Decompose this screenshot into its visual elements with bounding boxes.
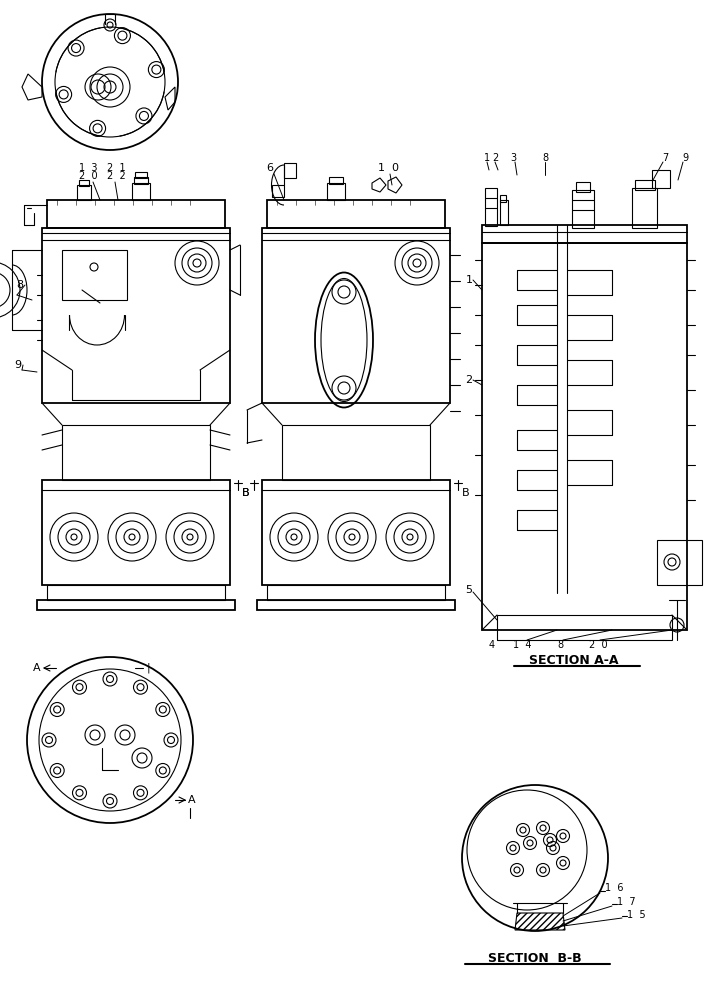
Bar xyxy=(79,180,89,186)
Bar xyxy=(652,170,670,188)
Text: A: A xyxy=(33,663,41,673)
Bar xyxy=(329,177,343,184)
Bar xyxy=(135,172,147,178)
Text: 9: 9 xyxy=(14,360,22,370)
Bar xyxy=(576,182,590,192)
Text: 1  5: 1 5 xyxy=(627,910,645,920)
Bar xyxy=(497,615,672,640)
Text: 8: 8 xyxy=(542,153,548,163)
Bar xyxy=(635,180,655,190)
Text: SECTION  B-B: SECTION B-B xyxy=(488,952,582,964)
Bar xyxy=(47,585,225,600)
Text: 6: 6 xyxy=(266,163,274,173)
Text: 2: 2 xyxy=(466,375,473,385)
Bar xyxy=(284,163,296,178)
Text: 4: 4 xyxy=(489,640,495,650)
Bar xyxy=(267,585,445,600)
Bar xyxy=(282,425,430,480)
Text: 8: 8 xyxy=(17,280,24,290)
Text: 1  4: 1 4 xyxy=(513,640,531,650)
Bar xyxy=(262,480,450,585)
Text: 1: 1 xyxy=(484,153,490,163)
Text: 2  0: 2 0 xyxy=(589,640,607,650)
Text: A: A xyxy=(188,795,195,805)
Bar xyxy=(62,250,127,300)
Text: 1  7: 1 7 xyxy=(617,897,636,907)
Text: 2  1: 2 1 xyxy=(106,163,125,173)
Text: 1  0: 1 0 xyxy=(377,163,398,173)
Text: 2: 2 xyxy=(492,153,498,163)
Bar xyxy=(482,243,687,630)
Bar xyxy=(500,195,506,202)
Bar xyxy=(572,190,594,228)
Bar xyxy=(267,200,445,228)
Text: 2  0: 2 0 xyxy=(79,171,97,181)
Text: 1: 1 xyxy=(466,275,473,285)
Text: 9: 9 xyxy=(682,153,688,163)
Bar xyxy=(632,188,657,228)
Bar xyxy=(47,200,225,228)
Text: B: B xyxy=(243,488,250,498)
Bar xyxy=(134,177,148,184)
Text: |: | xyxy=(146,663,150,673)
Bar xyxy=(657,540,702,585)
Text: 2  2: 2 2 xyxy=(106,171,125,181)
Text: B: B xyxy=(243,488,250,498)
Bar xyxy=(327,183,345,200)
Bar xyxy=(42,480,230,585)
Bar xyxy=(62,425,210,480)
Text: 7: 7 xyxy=(662,153,668,163)
Bar xyxy=(272,185,284,197)
Bar xyxy=(482,225,687,243)
Bar xyxy=(77,185,91,200)
Bar xyxy=(37,600,235,610)
Bar xyxy=(262,228,450,403)
Text: 1  6: 1 6 xyxy=(605,883,623,893)
Text: 3: 3 xyxy=(510,153,516,163)
Text: 8: 8 xyxy=(557,640,563,650)
Bar xyxy=(132,183,150,200)
Bar xyxy=(257,600,455,610)
Text: SECTION A-A: SECTION A-A xyxy=(529,654,619,666)
Bar xyxy=(485,188,497,226)
Bar xyxy=(42,228,230,403)
Text: 5: 5 xyxy=(466,585,473,595)
Text: B: B xyxy=(462,488,470,498)
Bar xyxy=(500,200,508,225)
Text: 1  3: 1 3 xyxy=(79,163,97,173)
